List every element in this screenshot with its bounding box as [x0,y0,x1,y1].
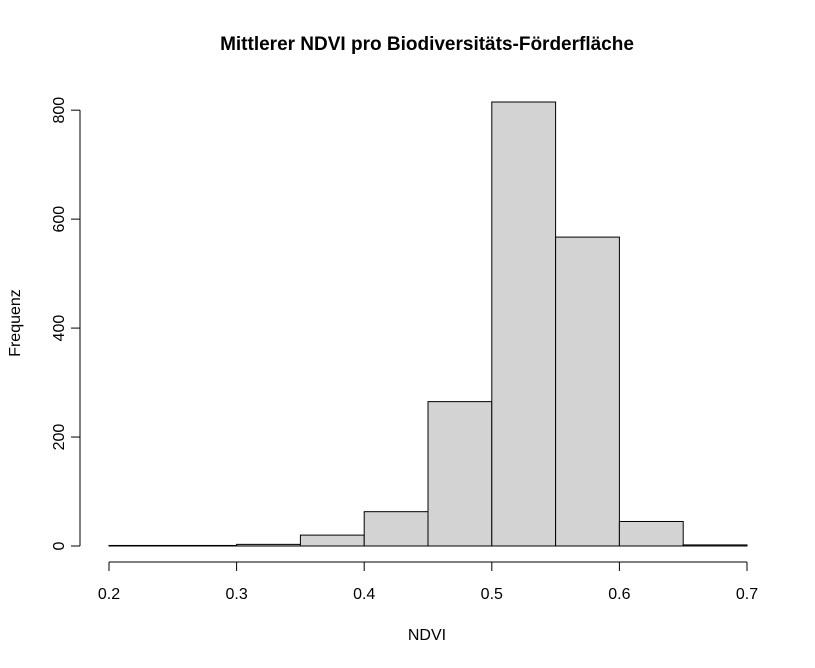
histogram-bar [555,236,620,547]
x-tick-label: 0.4 [353,586,375,603]
y-tick-label: 800 [51,97,68,124]
y-tick-label: 0 [51,541,68,550]
x-tick-label: 0.3 [225,586,247,603]
y-axis-label: Frequenz [7,289,24,357]
x-axis: 0.2 0.3 0.4 0.5 0.6 0.7 [98,561,758,603]
histogram-bar [363,511,429,547]
x-tick-label: 0.5 [481,586,503,603]
histogram-bar [108,544,174,547]
histogram-bar [299,534,365,547]
histogram-bar [618,520,684,547]
histogram-bar [427,401,493,547]
x-tick-label: 0.6 [608,586,630,603]
y-tick-label: 200 [51,424,68,451]
bars-group [108,101,748,547]
histogram-bar [682,544,748,547]
histogram-bar [491,101,557,547]
histogram-bar [236,543,301,547]
y-tick-label: 400 [51,315,68,342]
y-tick-label: 600 [51,206,68,233]
x-tick-label: 0.7 [736,586,758,603]
x-axis-label: NDVI [408,627,446,644]
chart-title: Mittlerer NDVI pro Biodiversitäts-Förder… [220,34,634,55]
y-axis: 0 200 400 600 800 [51,97,81,550]
x-tick-label: 0.2 [98,586,120,603]
histogram-bar [172,544,238,547]
